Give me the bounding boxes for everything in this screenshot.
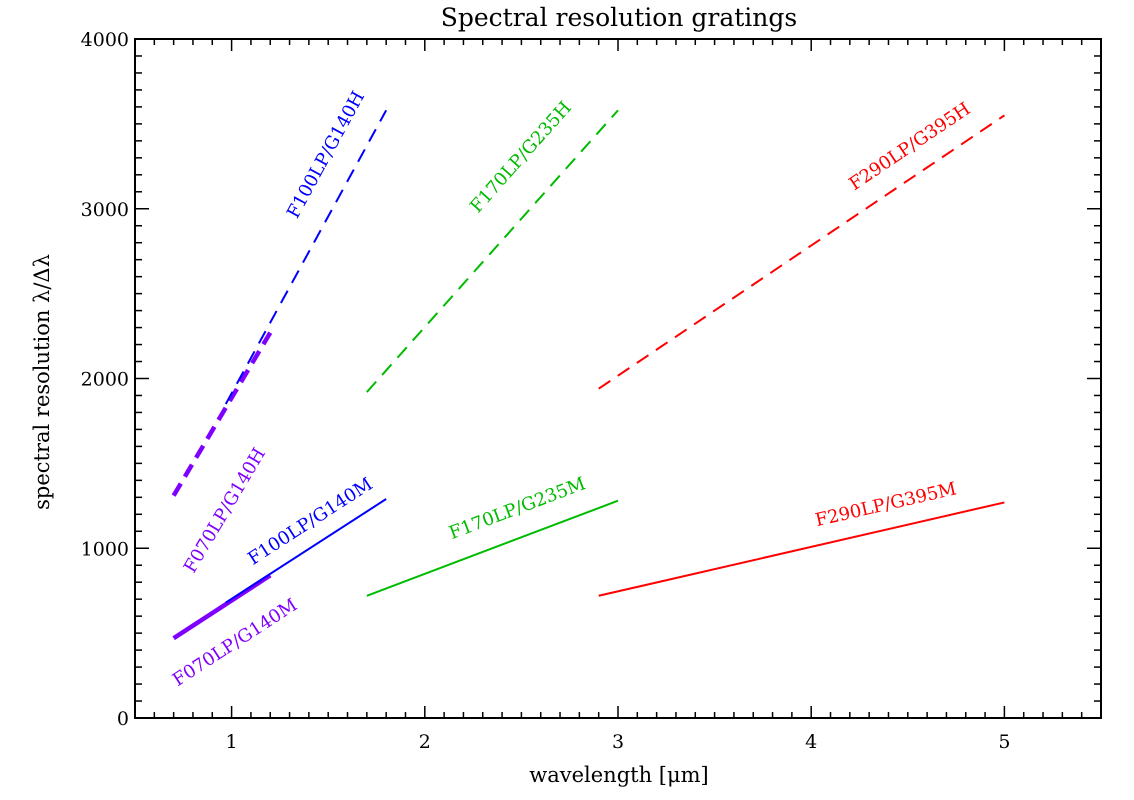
y-axis-label: spectral resolution λ/Δλ — [30, 254, 54, 510]
x-tick-label: 1 — [226, 731, 238, 753]
chart-title: Spectral resolution gratings — [441, 3, 797, 32]
x-axis-label: wavelength [μm] — [529, 763, 708, 787]
y-tick-label: 1000 — [81, 538, 129, 560]
x-tick-label: 5 — [998, 731, 1010, 753]
series-line-f100lp-g140h — [224, 109, 388, 405]
x-tick-label: 2 — [419, 731, 431, 753]
series-line-f100lp-g140m — [225, 498, 387, 604]
x-tick-label: 3 — [612, 731, 624, 753]
series-line-f070lp-g140m — [172, 573, 272, 641]
axes-group: 1 2 3 4 5 0 1000 2000 3000 4000 — [81, 29, 1102, 753]
series-line-f170lp-g235m — [366, 499, 619, 597]
series-line-f290lp-g395h — [598, 114, 1005, 390]
y-tick-label: 0 — [117, 708, 129, 730]
series-group — [171, 109, 1005, 641]
y-tick-label: 2000 — [81, 369, 129, 391]
series-line-f170lp-g235h — [366, 109, 619, 393]
y-tick-label: 3000 — [81, 199, 129, 221]
y-tick-label: 4000 — [81, 29, 129, 51]
x-tick-label: 4 — [805, 731, 817, 753]
series-line-f070lp-g140h — [171, 331, 273, 497]
series-line-f290lp-g395m — [598, 501, 1005, 597]
